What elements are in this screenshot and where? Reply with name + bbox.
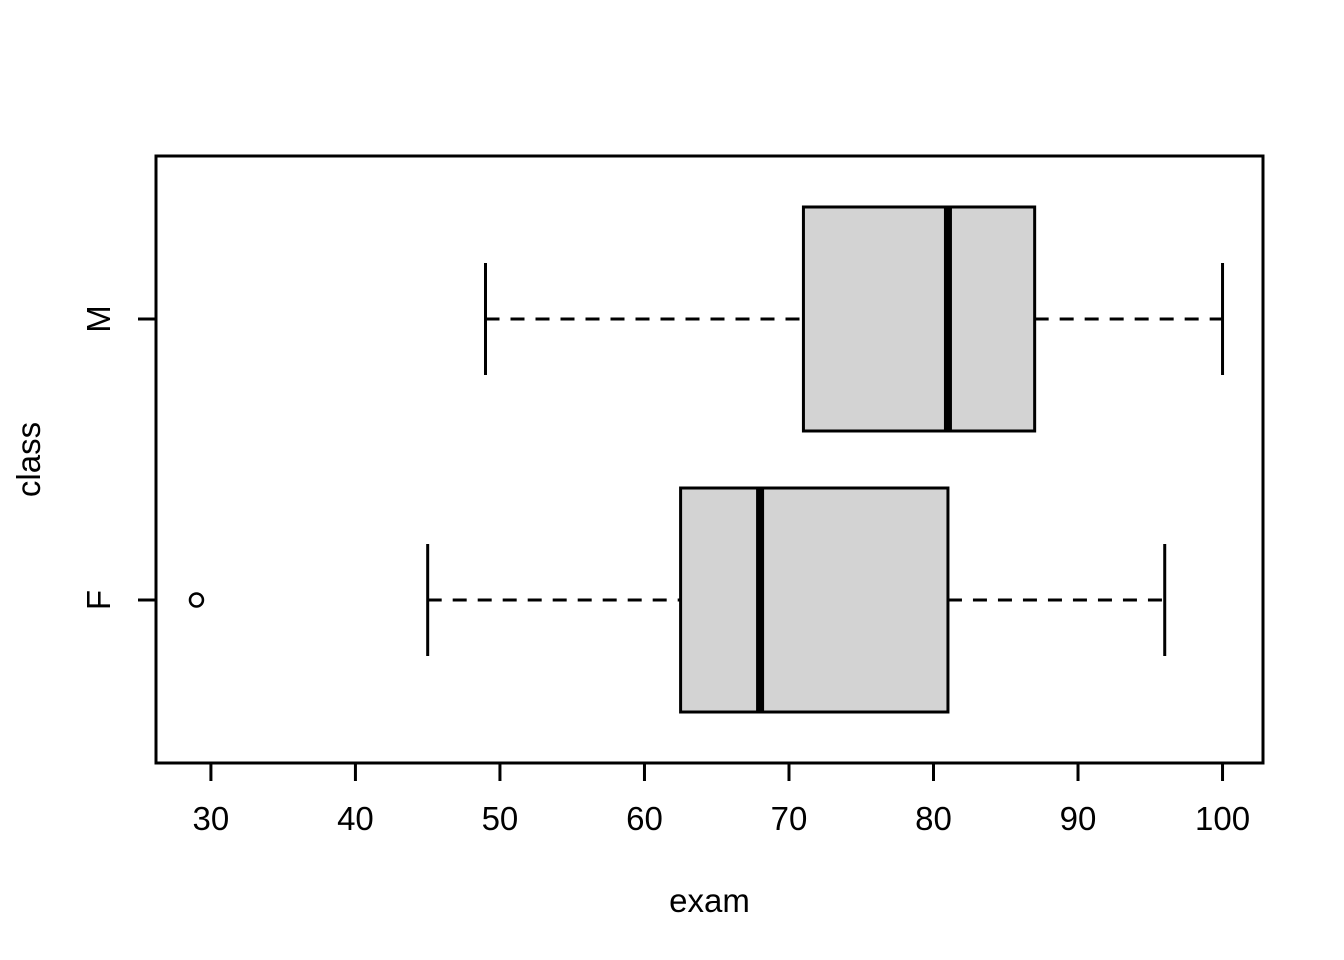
plot-frame (154, 154, 1265, 765)
x-tick-label: 40 (337, 800, 374, 837)
x-tick-label: 30 (193, 800, 230, 837)
x-tick-label: 100 (1195, 800, 1250, 837)
x-tick-label: 50 (482, 800, 519, 837)
chart-marks: 30 40 50 60 70 80 90 100 F M (80, 205, 1250, 837)
x-tick-label: 60 (626, 800, 663, 837)
outlier-point-F (188, 592, 205, 608)
x-axis-title: exam (669, 882, 750, 919)
y-tick-label: F (80, 590, 117, 610)
x-tick-label: 70 (771, 800, 808, 837)
iqr-box-F (679, 486, 950, 714)
x-tick-label: 80 (915, 800, 952, 837)
iqr-box-M (801, 205, 1037, 433)
y-axis-title: class (10, 422, 47, 497)
y-tick-label: M (80, 305, 117, 333)
x-tick-label: 90 (1060, 800, 1097, 837)
